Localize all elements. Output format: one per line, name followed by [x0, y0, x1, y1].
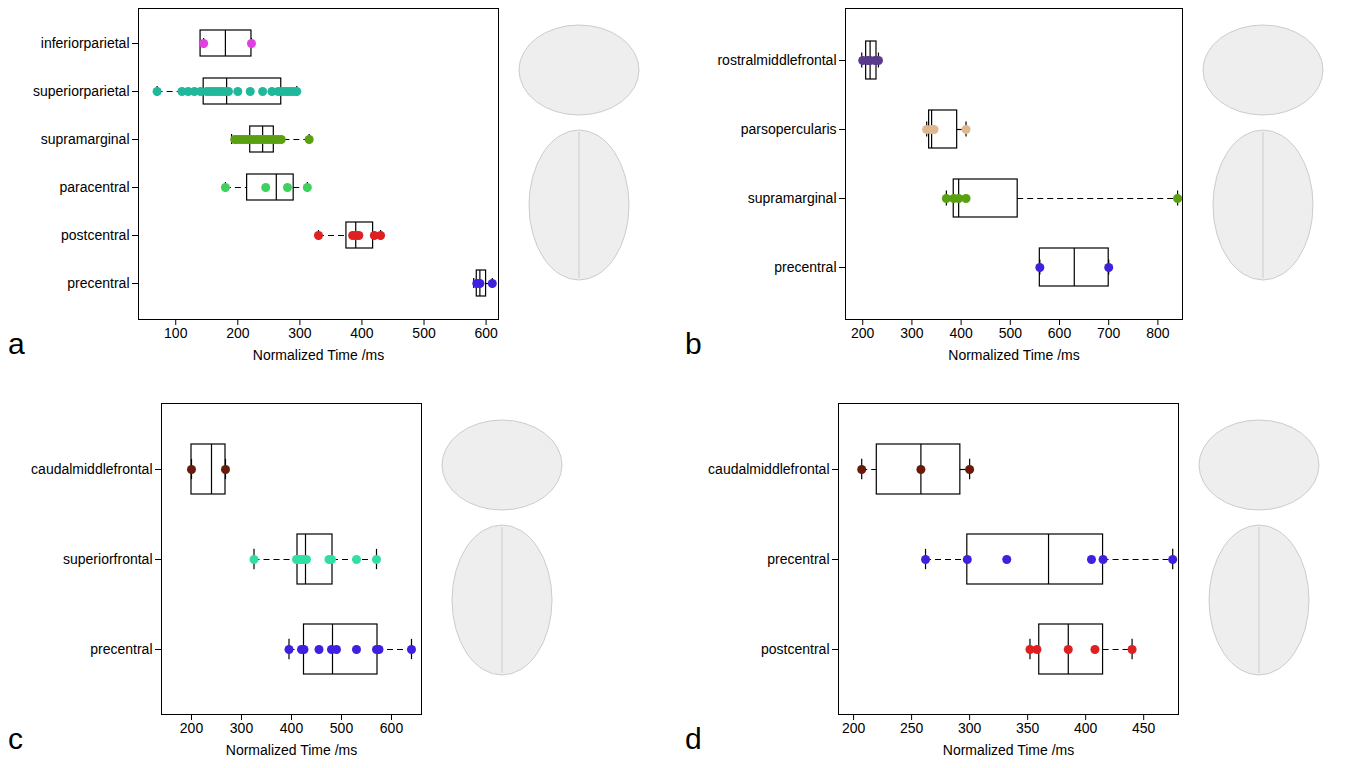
svg-text:350: 350	[1016, 720, 1040, 736]
svg-text:superiorfrontal: superiorfrontal	[63, 551, 153, 567]
svg-text:supramarginal: supramarginal	[41, 131, 130, 147]
svg-text:300: 300	[230, 720, 254, 736]
svg-text:postcentral: postcentral	[761, 641, 829, 657]
svg-text:300: 300	[958, 720, 982, 736]
svg-text:200: 200	[842, 720, 866, 736]
svg-text:200: 200	[180, 720, 204, 736]
svg-text:250: 250	[900, 720, 924, 736]
svg-text:500: 500	[330, 720, 354, 736]
svg-text:100: 100	[164, 325, 188, 341]
svg-text:600: 600	[474, 325, 498, 341]
svg-text:Normalized Time /ms: Normalized Time /ms	[943, 742, 1074, 758]
svg-text:caudalmiddlefrontal: caudalmiddlefrontal	[31, 461, 152, 477]
svg-text:inferiorparietal: inferiorparietal	[41, 35, 130, 51]
svg-text:400: 400	[1074, 720, 1098, 736]
html-text:c: c	[8, 722, 23, 755]
svg-text:Normalized Time /ms: Normalized Time /ms	[253, 347, 384, 363]
svg-text:450: 450	[1132, 720, 1156, 736]
svg-text:precentral: precentral	[774, 259, 836, 275]
svg-text:precentral: precentral	[67, 275, 129, 291]
svg-text:caudalmiddlefrontal: caudalmiddlefrontal	[708, 461, 829, 477]
svg-text:600: 600	[380, 720, 404, 736]
svg-text:superiorparietal: superiorparietal	[33, 83, 130, 99]
svg-text:Normalized Time /ms: Normalized Time /ms	[226, 742, 357, 758]
html-text:a: a	[8, 327, 25, 360]
svg-text:200: 200	[226, 325, 250, 341]
svg-text:paracentral: paracentral	[59, 179, 129, 195]
svg-text:parsopercularis: parsopercularis	[741, 121, 837, 137]
svg-text:400: 400	[280, 720, 304, 736]
svg-text:supramarginal: supramarginal	[748, 190, 837, 206]
svg-text:postcentral: postcentral	[61, 227, 129, 243]
svg-text:400: 400	[350, 325, 374, 341]
svg-text:precentral: precentral	[90, 641, 152, 657]
svg-text:800: 800	[1146, 325, 1170, 341]
svg-text:rostralmiddlefrontal: rostralmiddlefrontal	[717, 52, 836, 68]
svg-text:300: 300	[288, 325, 312, 341]
svg-text:500: 500	[999, 325, 1023, 341]
html-text:b: b	[685, 327, 702, 360]
svg-text:400: 400	[949, 325, 973, 341]
svg-text:600: 600	[1048, 325, 1072, 341]
svg-text:700: 700	[1097, 325, 1121, 341]
svg-text:300: 300	[900, 325, 924, 341]
svg-text:500: 500	[412, 325, 436, 341]
svg-text:Normalized Time /ms: Normalized Time /ms	[948, 347, 1079, 363]
svg-text:precentral: precentral	[767, 551, 829, 567]
html-text:d: d	[685, 722, 702, 755]
svg-text:200: 200	[851, 325, 875, 341]
